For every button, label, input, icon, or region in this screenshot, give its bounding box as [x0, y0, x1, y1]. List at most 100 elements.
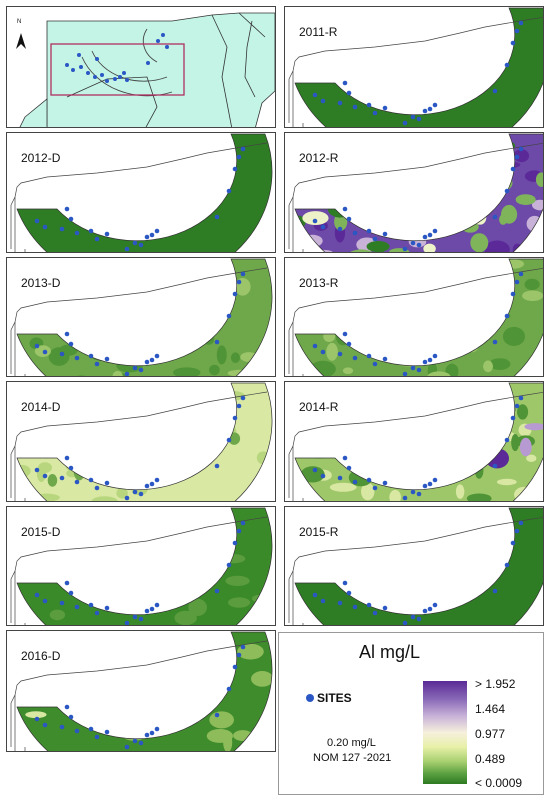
site-dot [124, 246, 130, 252]
site-dot [342, 455, 348, 461]
site-dot [94, 734, 100, 740]
study-area-band [17, 134, 272, 252]
site-dot [504, 437, 510, 443]
site-dot [138, 367, 144, 373]
site-dot [504, 313, 510, 319]
coastline [10, 695, 26, 751]
site-dot [352, 104, 358, 110]
study-area-band [17, 632, 272, 751]
site-dot [226, 562, 232, 568]
site-dot [149, 606, 155, 612]
site-dot [214, 712, 220, 718]
site-dot [337, 100, 343, 106]
site-dot [346, 590, 352, 596]
site-dot [492, 88, 498, 94]
site-dot [402, 495, 408, 501]
site-dot [138, 740, 144, 746]
site-dot [510, 40, 516, 46]
site-dot [372, 485, 378, 491]
site-dot [226, 188, 232, 194]
site-dot [320, 473, 326, 479]
coastline [10, 267, 268, 331]
site-dot [144, 732, 150, 738]
site-dot [34, 218, 40, 224]
site-dot [94, 361, 100, 367]
legend-tick: 0.489 [475, 752, 506, 766]
site-dot [74, 355, 80, 361]
site-dot [410, 240, 416, 246]
site-dot [366, 228, 372, 234]
site-dot [514, 528, 520, 534]
legend-sites-label: SITES [317, 691, 352, 705]
site-dot [124, 371, 130, 376]
site-dot [144, 483, 150, 489]
site-dot [104, 356, 110, 362]
site-dot [366, 353, 372, 359]
site-dot [154, 602, 160, 608]
inset-map-svg [7, 7, 275, 127]
site-dot [240, 520, 246, 526]
site-dot [214, 588, 220, 594]
site-dot [410, 489, 416, 495]
site-dot [510, 540, 516, 546]
site-dot [132, 365, 138, 371]
coastline [288, 16, 543, 80]
site-dot [144, 359, 150, 365]
site-dot [144, 608, 150, 614]
site-dot [492, 463, 498, 469]
coastline [288, 446, 304, 501]
site-dot [427, 232, 433, 238]
map-legend: Al mg/L SITES 0.20 mg/L NOM 127 -2021 > … [278, 632, 544, 795]
site-dot [416, 116, 422, 122]
site-dot [366, 602, 372, 608]
site-dot [320, 598, 326, 604]
coastline [288, 71, 304, 127]
site-dot [427, 357, 433, 363]
site-dot [34, 343, 40, 349]
site-dot [410, 614, 416, 620]
site-dot [138, 616, 144, 622]
site-dot [240, 395, 246, 401]
site-dot [88, 726, 94, 732]
coastline [10, 446, 26, 501]
site-dot [214, 214, 220, 220]
site-dot [154, 726, 160, 732]
site-dot [372, 361, 378, 367]
site-dot [416, 242, 422, 248]
site-dot [312, 218, 318, 224]
band-map-svg [10, 631, 273, 751]
map-panel-2011-r: 2011-R [284, 6, 544, 128]
panel-label: 2014-D [21, 400, 61, 414]
site-dot [94, 236, 100, 242]
site-dot [144, 234, 150, 240]
site-dot [518, 146, 524, 152]
site-marker-icon [306, 694, 314, 702]
site-dot [34, 592, 40, 598]
legend-tick: < 0.0009 [475, 776, 523, 790]
site-dot [518, 20, 524, 26]
study-area-band [17, 259, 272, 376]
site-dot [422, 483, 428, 489]
site-dot [74, 728, 80, 734]
site-dot [42, 598, 48, 604]
site-dot [372, 236, 378, 242]
site-dot [68, 216, 74, 222]
site-dot [518, 271, 524, 277]
site-dot [64, 455, 70, 461]
site-dot [416, 491, 422, 497]
site-dot [34, 716, 40, 722]
site-dot [504, 562, 510, 568]
site-dot [132, 614, 138, 620]
site-dot [410, 114, 416, 120]
site-dot [312, 467, 318, 473]
north-label: N [17, 19, 22, 25]
site-dot [240, 146, 246, 152]
site-dot [492, 588, 498, 594]
site-dot [226, 313, 232, 319]
site-dot [149, 357, 155, 363]
panel-label: 2012-R [299, 151, 339, 165]
map-panel-2013-d: 2013-D [6, 257, 276, 377]
band-map-svg [288, 258, 543, 376]
site-dot [64, 580, 70, 586]
site-dot [320, 224, 326, 230]
